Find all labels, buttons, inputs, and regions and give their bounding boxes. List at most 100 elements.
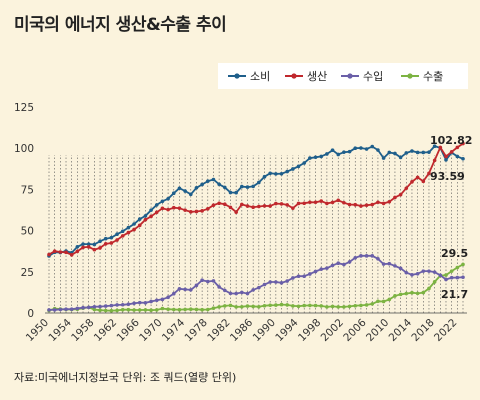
data-point [75, 249, 80, 254]
data-point [262, 174, 267, 179]
data-point [449, 269, 454, 273]
data-point [234, 305, 238, 309]
data-point [398, 155, 403, 160]
data-point [381, 262, 386, 266]
x-tick-label: 1990 [251, 317, 278, 344]
data-point [376, 256, 380, 261]
data-point [387, 150, 392, 155]
data-point [313, 269, 318, 274]
end-value-label: 29.5 [441, 247, 468, 260]
data-point [398, 266, 403, 271]
data-point [52, 308, 57, 312]
data-point [291, 167, 295, 171]
data-point [410, 180, 414, 184]
data-point [455, 145, 460, 150]
chart-title: 미국의 에너지 생산&수출 추이 [14, 15, 227, 35]
data-point [336, 261, 341, 266]
data-point [120, 234, 125, 238]
x-tick-label: 1982 [205, 317, 232, 344]
data-point [370, 302, 375, 306]
data-point [342, 200, 346, 205]
data-point [432, 280, 437, 284]
data-point [120, 307, 125, 312]
data-point [240, 184, 244, 189]
data-point [364, 303, 369, 307]
data-point [291, 304, 295, 308]
y-tick-label: 75 [21, 184, 34, 196]
data-point [126, 302, 131, 307]
data-point [262, 282, 267, 287]
data-point [313, 200, 318, 205]
data-point [47, 308, 51, 312]
data-point [149, 308, 153, 312]
data-point [75, 244, 80, 249]
data-point [359, 303, 363, 308]
data-point [415, 175, 420, 180]
data-point [455, 154, 460, 159]
data-point [132, 301, 136, 306]
data-point [75, 306, 80, 311]
data-point [421, 150, 426, 155]
data-point [330, 263, 335, 268]
data-point [279, 202, 284, 206]
data-point [427, 171, 431, 176]
data-point [81, 242, 85, 246]
data-point [432, 270, 437, 274]
data-point [251, 205, 255, 209]
data-point [126, 225, 131, 230]
data-point [325, 201, 329, 206]
data-point [257, 180, 261, 185]
data-point [109, 235, 114, 240]
data-point [438, 145, 443, 150]
data-point [98, 239, 102, 244]
data-point [211, 306, 216, 311]
data-point [319, 199, 324, 203]
data-point [109, 241, 114, 245]
data-point [302, 303, 307, 308]
data-point [268, 171, 272, 176]
data-point [325, 305, 329, 309]
data-point [319, 304, 324, 308]
data-point [137, 308, 142, 312]
y-tick-label: 50 [21, 226, 34, 238]
source-note: 자료:미국에너지정보국 단위: 조 쿼드(열량 단위) [14, 371, 237, 384]
data-point [69, 307, 74, 312]
data-point [234, 291, 238, 296]
data-point [279, 302, 284, 307]
data-point [398, 192, 403, 197]
data-point [325, 152, 329, 156]
data-point [69, 253, 74, 257]
x-tick-label: 1998 [296, 317, 323, 344]
data-point [308, 303, 312, 308]
y-tick-label: 0 [27, 308, 34, 320]
data-point [285, 279, 289, 283]
data-point [234, 210, 238, 214]
data-point [370, 254, 375, 258]
data-point [126, 230, 131, 235]
x-tick-label: 2002 [319, 317, 346, 344]
data-point [449, 150, 454, 154]
data-point [205, 207, 210, 211]
data-point [353, 255, 358, 260]
data-point [223, 185, 227, 190]
data-point [387, 297, 392, 302]
end-labels: 93.59 102.82 21.7 29.5 [430, 134, 472, 301]
data-point [461, 275, 465, 280]
data-point [240, 202, 244, 207]
data-point [251, 184, 255, 189]
data-point [393, 294, 397, 298]
y-tick-label: 125 [14, 102, 34, 114]
data-point [257, 285, 261, 290]
data-point [223, 288, 227, 293]
data-point [296, 304, 301, 309]
data-point [154, 203, 159, 207]
legend-marker [407, 73, 413, 79]
data-point [427, 269, 431, 273]
data-point [205, 279, 210, 284]
x-tick-label: 2006 [341, 316, 369, 344]
end-value-label: 93.59 [430, 170, 465, 183]
data-point [81, 305, 85, 310]
data-point [449, 275, 454, 280]
data-point [115, 303, 119, 307]
data-point [347, 149, 352, 154]
